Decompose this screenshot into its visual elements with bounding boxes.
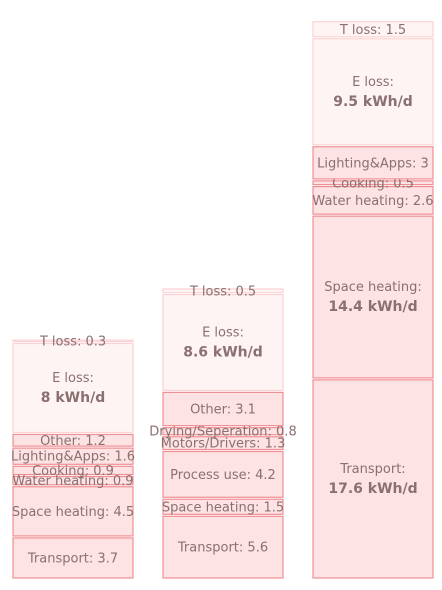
- bar-segment-other-2: [162, 391, 284, 427]
- bar-segment-process-use-2: [162, 450, 284, 498]
- segment-label-t-loss-2: T loss: 0.5: [189, 284, 256, 299]
- bar-segment-other-1: [12, 433, 134, 447]
- segment-label-lighting-apps-3: Lighting&Apps: 3: [317, 156, 429, 171]
- segment-label-other-2: Other: 3.1: [190, 403, 256, 418]
- segment-label-space-heating-3: Space heating:: [324, 280, 422, 295]
- bar-segment-transport-1: [12, 537, 134, 579]
- segment-label-e-loss-2: E loss:: [202, 326, 244, 341]
- bar-segment-t-loss-1: [12, 339, 134, 343]
- bar-segment-water-heating-1: [12, 475, 134, 486]
- segment-label-process-use-2: Process use: 4.2: [170, 468, 276, 483]
- segment-label-t-loss-3: T loss: 1.5: [339, 23, 406, 38]
- segment-label-transport-2: Transport: 5.6: [177, 541, 268, 556]
- segment-label-space-heating-2: Space heating: 1.5: [162, 500, 284, 515]
- bar-segment-e-loss-2: [162, 294, 284, 391]
- bar-segment-lighting-apps-1: [12, 447, 134, 465]
- bar-segment-e-loss-3: [312, 38, 434, 146]
- column-1: Transport: 3.7 Space heating: 4.5 Water he…: [11, 334, 135, 579]
- segment-label-lighting-apps-1: Lighting&Apps: 1.6: [11, 450, 135, 465]
- bar-segment-space-heating-2: [162, 498, 284, 515]
- bar-segment-space-heating-1: [12, 486, 134, 537]
- bar-segment-cooking-1: [12, 465, 134, 476]
- segment-label-e-loss-1: E loss:: [52, 371, 94, 386]
- bar-segment-e-loss-1: [12, 342, 134, 434]
- column-2: Transport: 5.6 Space heating: 1.5 Process …: [149, 284, 297, 579]
- segment-label-transport-1: Transport: 3.7: [27, 551, 118, 566]
- segment-label-space-heating-1: Space heating: 4.5: [12, 505, 134, 520]
- segment-label-cooking-3: Cooking: 0.5: [332, 176, 414, 191]
- segment-label-water-heating-1: Water heating: 0.9: [12, 474, 133, 489]
- segment-label-transport-3: Transport:: [339, 462, 405, 477]
- bar-segment-water-heating-3: [312, 185, 434, 215]
- bar-segment-t-loss-3: [312, 21, 434, 38]
- segment-label-motors-drivers-2: Motors/Drivers: 1.3: [161, 437, 286, 452]
- segment-label-other-1: Other: 1.2: [40, 434, 106, 449]
- bar-segment-transport-3: [312, 379, 434, 579]
- bar-segment-transport-2: [162, 515, 284, 579]
- segment-label-t-loss-1: T loss: 0.3: [39, 334, 106, 349]
- bar-segment-motors-drivers-2: [162, 436, 284, 451]
- segment-value-e-loss-2: 8.6 kWh/d: [183, 345, 263, 361]
- segment-label-drying-seperation-2: Drying/Seperation: 0.8: [149, 425, 296, 440]
- bar-segment-cooking-3: [312, 180, 434, 186]
- bar-segment-space-heating-3: [312, 215, 434, 379]
- segment-value-transport-3: 17.6 kWh/d: [328, 481, 417, 497]
- bar-segment-lighting-apps-3: [312, 146, 434, 180]
- segment-value-space-heating-3: 14.4 kWh/d: [328, 299, 417, 315]
- column-3: Transport: 17.6 kWh/d Space heating: 14.4 k…: [312, 21, 434, 579]
- segment-value-e-loss-3: 9.5 kWh/d: [333, 94, 413, 110]
- segment-label-e-loss-3: E loss:: [352, 75, 394, 90]
- segment-value-e-loss-1: 8 kWh/d: [41, 390, 105, 406]
- segment-label-cooking-1: Cooking: 0.9: [32, 464, 114, 479]
- bar-segment-drying-seperation-2: [162, 427, 284, 436]
- bar-segment-t-loss-2: [162, 288, 284, 294]
- segment-label-water-heating-3: Water heating: 2.6: [312, 194, 433, 209]
